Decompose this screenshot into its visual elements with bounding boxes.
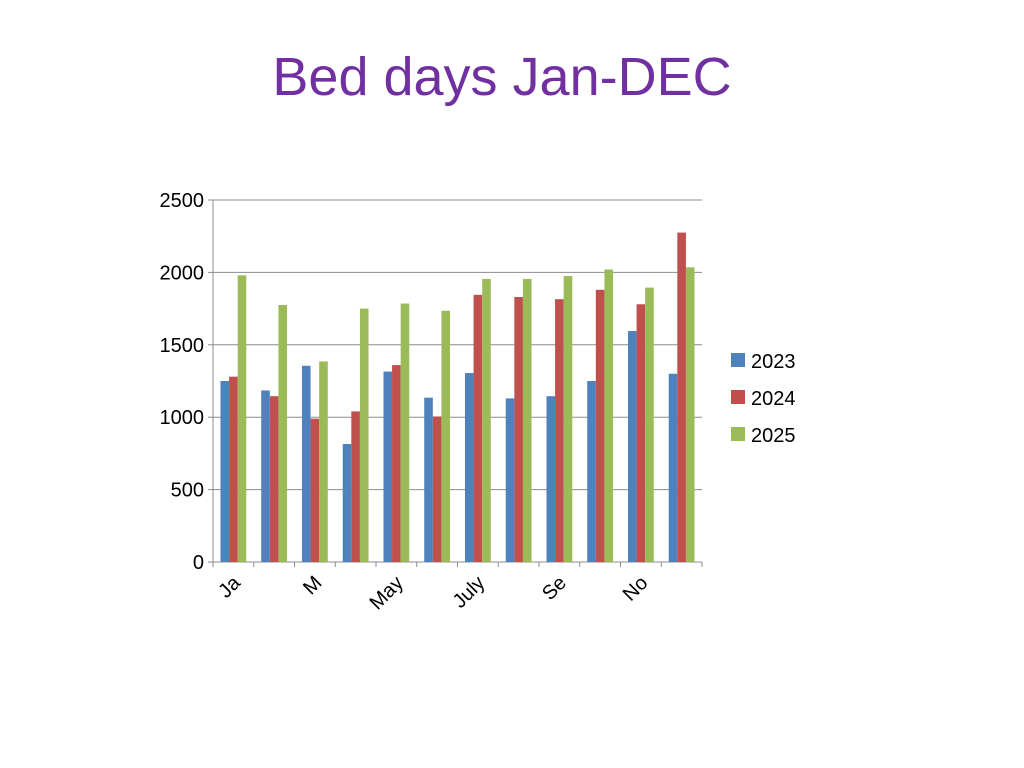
bar-2024-1 — [229, 376, 238, 562]
bar-2023-8 — [505, 398, 515, 562]
bar-2024-3 — [310, 418, 320, 562]
bar-2023-1 — [220, 381, 230, 562]
bar-2025-7 — [482, 278, 491, 562]
gridlines — [213, 199, 702, 491]
bar-2023-11 — [627, 331, 637, 562]
bar-2024-5 — [392, 365, 401, 562]
bar-2025-12 — [685, 267, 695, 562]
bar-2023-9 — [546, 396, 556, 562]
bar-2025-9 — [563, 276, 573, 562]
bar-2024-8 — [514, 297, 523, 562]
x-tick-label: Se — [538, 572, 571, 605]
bars — [220, 232, 695, 562]
bar-2023-7 — [464, 373, 474, 562]
bar-2025-10 — [604, 269, 614, 562]
legend-label-2023: 2023 — [751, 351, 796, 373]
y-tick-label: 1000 — [160, 407, 205, 429]
bar-2023-12 — [668, 373, 678, 562]
x-tick-label: July — [449, 572, 490, 613]
legend-swatch-2025 — [731, 427, 745, 441]
x-tick-label: Ja — [214, 571, 245, 602]
chart-title: Bed days Jan-DEC — [272, 47, 732, 107]
bar-2024-11 — [636, 304, 646, 562]
y-tick-label: 2000 — [160, 262, 205, 284]
x-tick-label: M — [299, 572, 326, 599]
bar-2023-10 — [587, 381, 596, 562]
x-axis: Ja M May July Se No — [212, 561, 703, 614]
x-tick-label: No — [619, 572, 653, 606]
bar-2025-5 — [400, 303, 410, 562]
legend-swatch-2023 — [731, 353, 745, 367]
bar-2024-4 — [351, 411, 360, 562]
bar-2024-7 — [473, 294, 483, 562]
bar-2025-3 — [319, 361, 328, 562]
bar-2023-2 — [261, 390, 270, 562]
bar-2025-11 — [645, 287, 654, 562]
legend: 2023 2024 2025 — [731, 351, 796, 447]
y-axis: 0 500 1000 1500 2000 2500 — [160, 190, 214, 574]
y-tick-label: 500 — [171, 480, 204, 502]
bar-2025-1 — [237, 275, 247, 562]
y-tick-label: 1500 — [160, 335, 205, 357]
bar-2024-12 — [677, 232, 686, 562]
bar-2023-3 — [301, 365, 311, 562]
bar-2025-2 — [278, 304, 288, 562]
x-tick-label: May — [366, 572, 408, 614]
bar-2023-5 — [383, 371, 393, 562]
bar-2023-4 — [342, 443, 352, 562]
y-tick-label: 2500 — [160, 190, 205, 212]
bar-2024-2 — [269, 396, 279, 562]
y-tick-label: 0 — [193, 552, 204, 574]
bar-2024-6 — [432, 416, 442, 562]
bar-2025-6 — [441, 310, 451, 562]
bar-2025-4 — [359, 308, 369, 562]
bar-2024-9 — [555, 299, 564, 562]
legend-swatch-2024 — [731, 390, 745, 404]
bar-2025-8 — [522, 278, 532, 562]
legend-label-2025: 2025 — [751, 425, 796, 447]
bar-2024-10 — [595, 289, 605, 562]
legend-label-2024: 2024 — [751, 388, 796, 410]
bar-2023-6 — [424, 397, 433, 562]
